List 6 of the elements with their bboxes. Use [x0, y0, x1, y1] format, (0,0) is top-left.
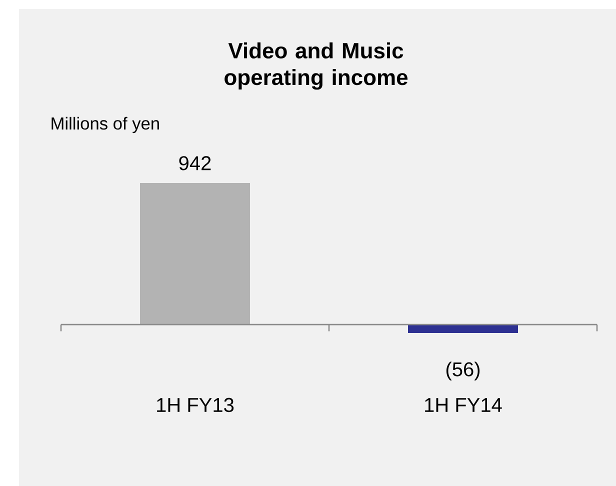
data-label: 942: [179, 156, 211, 170]
chart-title: Video and Music operating income: [224, 42, 408, 90]
data-label: (56): [446, 362, 480, 380]
x-tick-label: 1H FY14: [425, 398, 502, 412]
x-tick-label: 1H FY13: [157, 398, 234, 412]
y-axis-title: Millions of yen: [52, 116, 159, 134]
